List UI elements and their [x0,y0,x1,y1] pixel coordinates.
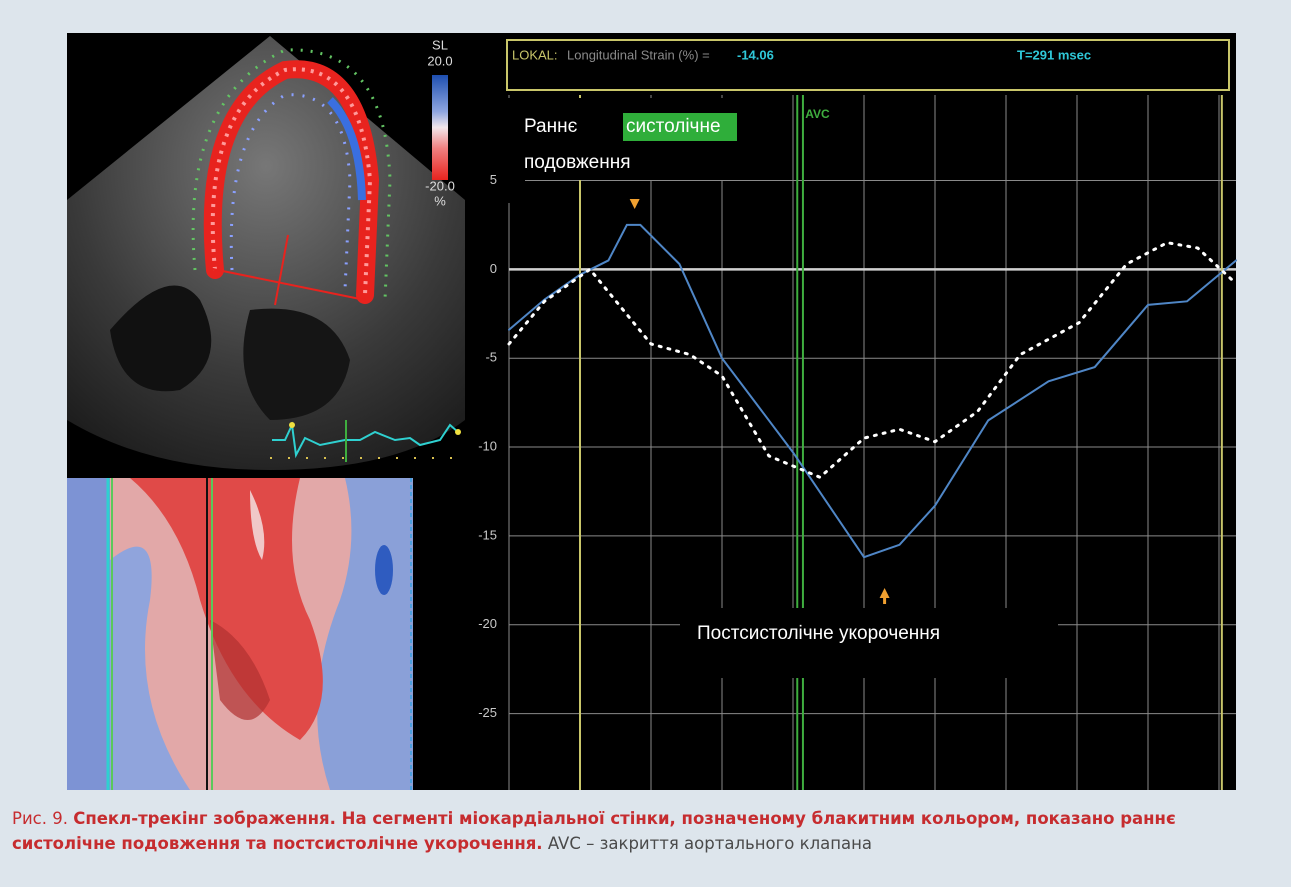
caption-note: AVC – закриття аортального клапана [548,834,872,853]
scale-max: 20.0 [427,53,452,68]
scale-min: -20.0 [425,178,455,193]
scale-unit: % [434,193,446,208]
y-tick-label: -5 [485,350,497,365]
header-label: LOKAL: [512,47,558,62]
annotation-text: подовження [524,152,631,173]
page: SL 20.0 -20.0 % LOKAL: Longitudinal Stra… [0,0,1291,887]
header-time: T=291 msec [1017,47,1091,62]
figure: SL 20.0 -20.0 % LOKAL: Longitudinal Stra… [0,0,1291,887]
header-value: -14.06 [737,47,774,62]
header-text: Longitudinal Strain (%) = [567,47,710,62]
annotation-text: Раннє [524,116,578,137]
y-tick-label: 0 [490,261,497,276]
y-tick-label: 5 [490,172,497,187]
annotation-highlight: систолічне [626,116,721,137]
marker-label: AVC [805,107,830,121]
annotation-text: Постсистолічне укорочення [697,623,940,644]
y-tick-label: -10 [478,438,497,453]
figure-caption: Рис. 9. Спекл-трекінг зображення. На сег… [12,806,1277,856]
y-tick-label: -25 [478,705,497,720]
annotation-box [505,98,525,203]
caption-label: Рис. 9. [12,809,68,828]
y-tick-label: -20 [478,616,497,631]
mmode-image [67,478,413,790]
y-tick-label: -15 [478,527,497,542]
scale-title: SL [432,37,448,52]
